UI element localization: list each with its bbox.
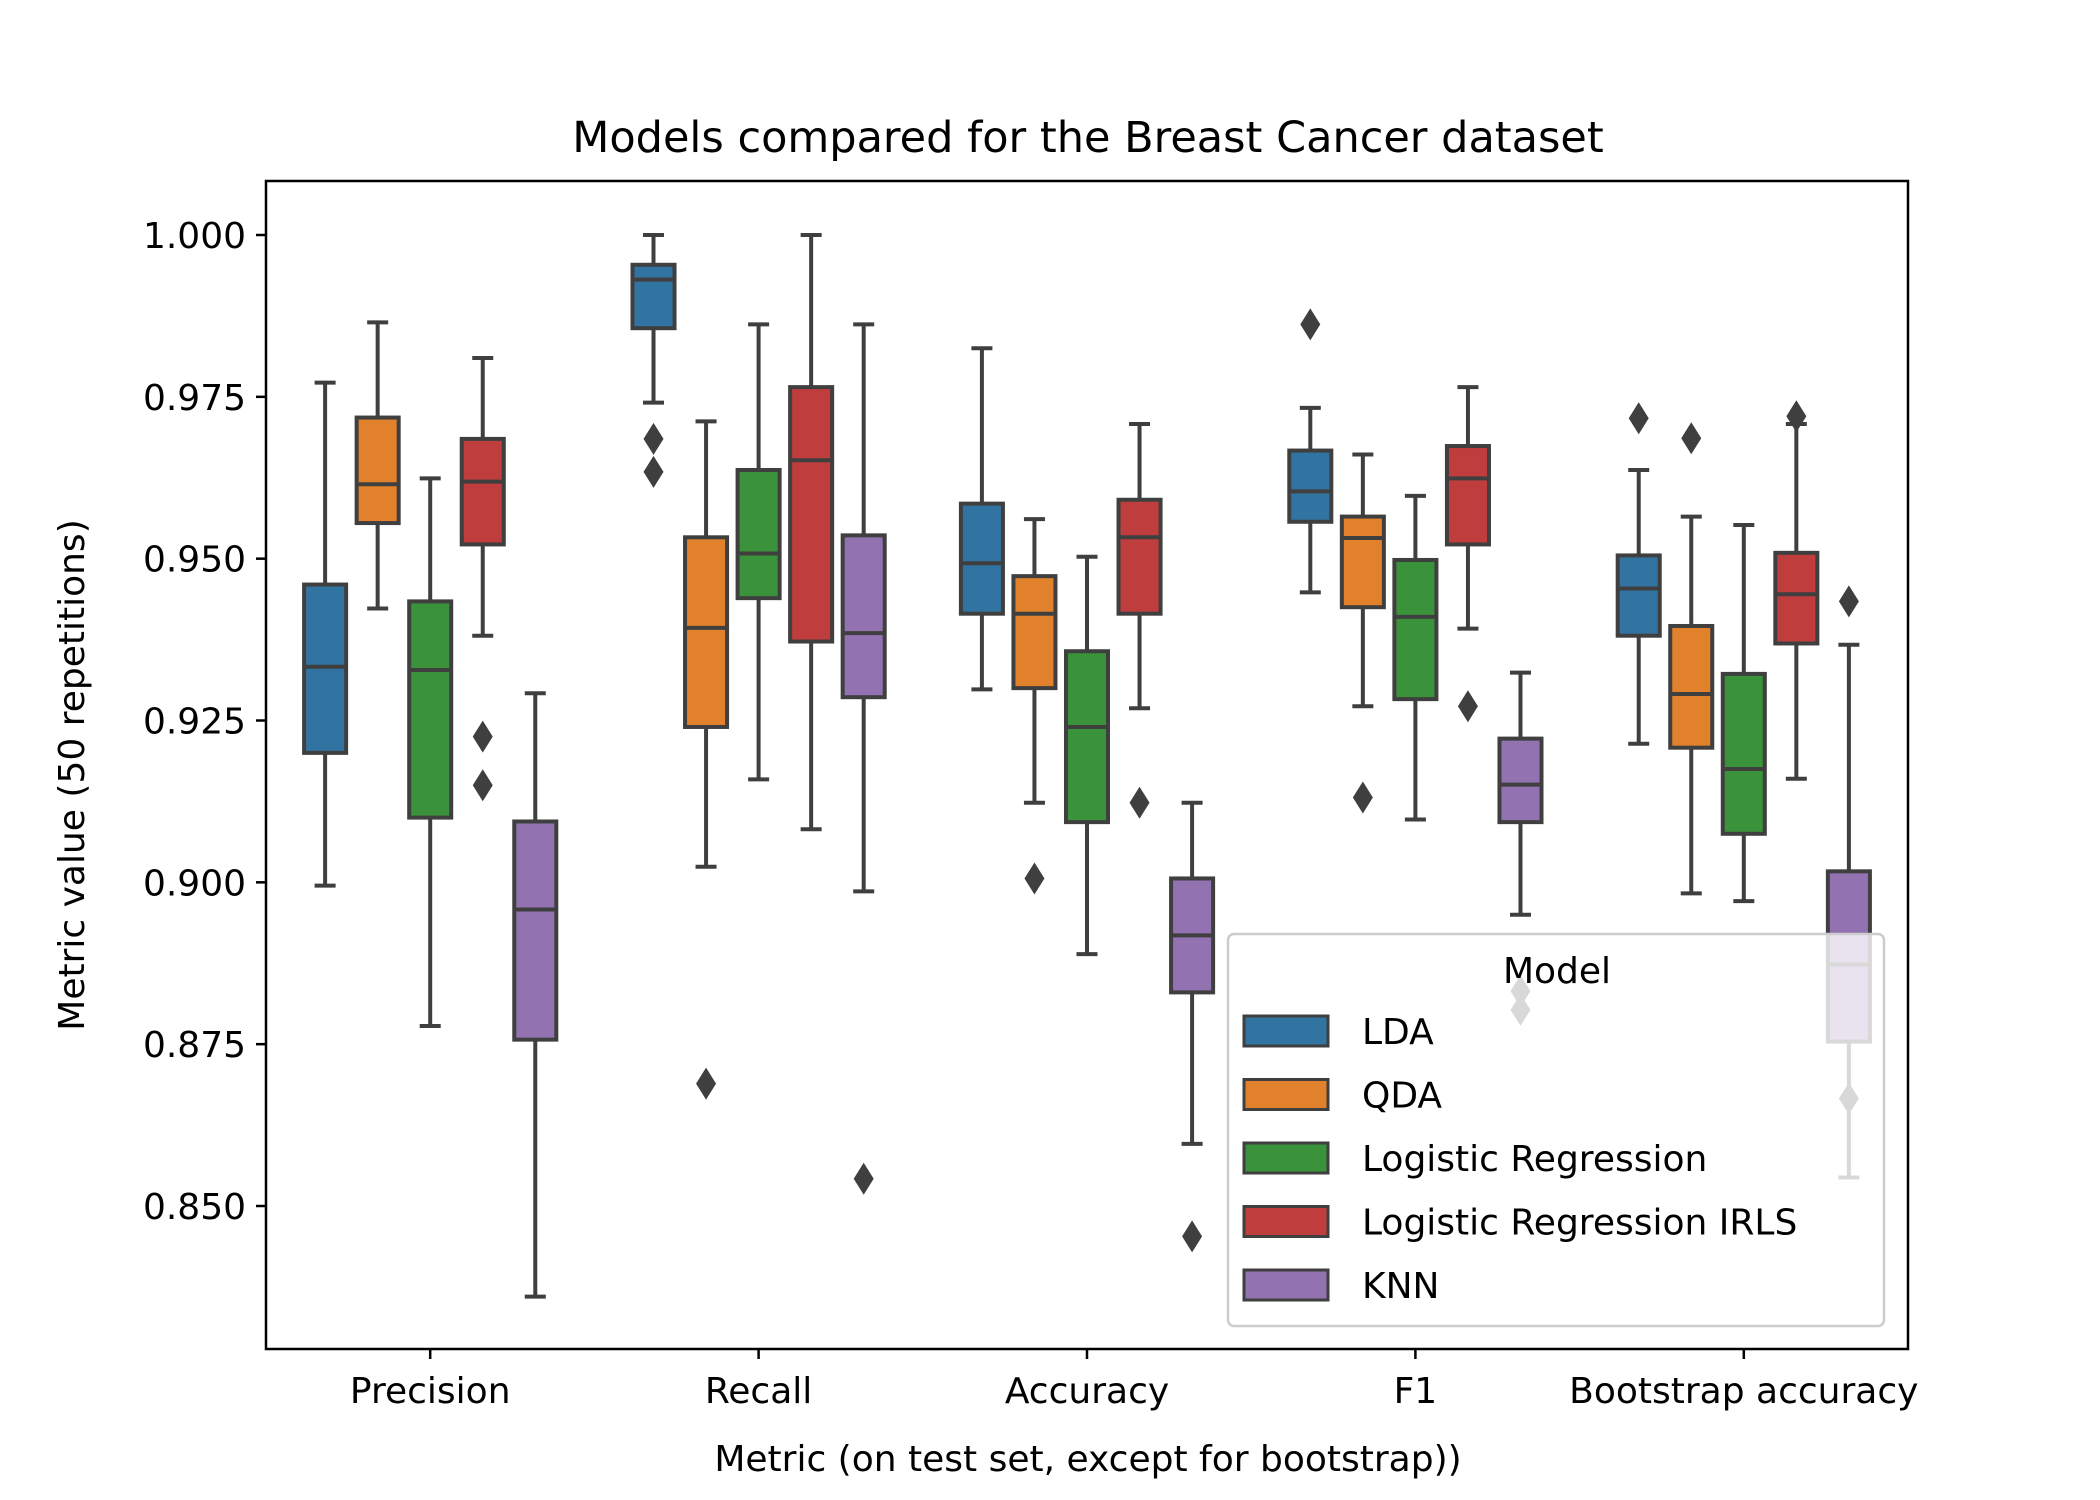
box-iqr (1773, 550, 1820, 646)
box-iqr (683, 535, 730, 729)
box-logistic-regression-f1 (1392, 493, 1439, 822)
legend-item-logistic-regression: Logistic Regression (1242, 1139, 1707, 1180)
box-logistic-regression-accuracy (1063, 554, 1111, 957)
outlier-point (853, 1162, 874, 1195)
x-axis-label: Metric (on test set, except for bootstra… (714, 1439, 1461, 1480)
box-iqr (1497, 736, 1544, 825)
box-qda-f1 (1339, 452, 1386, 814)
outlier-point (696, 1067, 717, 1100)
axes-frame (264, 179, 1910, 1351)
legend-item-qda: QDA (1242, 1076, 1442, 1117)
y-tick-label: 0.850 (143, 1187, 246, 1228)
box-iqr (1444, 444, 1491, 547)
axis-ticks: 0.850 0.875 0.900 0.925 0.950 0.975 1.000 Preci… (143, 216, 1919, 1412)
box-iqr (1392, 557, 1439, 702)
y-tick-label: 1.000 (143, 216, 246, 257)
outlier-point (472, 769, 493, 802)
legend-label: KNN (1362, 1266, 1439, 1307)
box-logistic-regression-irls-accuracy (1116, 422, 1163, 819)
box-logistic-regression-recall (735, 322, 782, 782)
outlier-point (1628, 402, 1649, 435)
box-iqr (788, 385, 835, 644)
box-logistic-regression-irls-bootstrap-accuracy (1773, 400, 1820, 781)
x-tick-label: Precision (350, 1371, 511, 1412)
box-logistic-regression-precision (407, 476, 454, 1029)
box-logistic-regression-bootstrap-accuracy (1720, 523, 1767, 904)
outlier-point (1681, 422, 1702, 455)
box-qda-precision (354, 320, 401, 611)
legend-item-knn: KNN (1242, 1266, 1439, 1307)
box-iqr (1668, 623, 1715, 750)
box-iqr (354, 415, 401, 526)
box-knn-precision (512, 691, 559, 1299)
x-tick-label: F1 (1394, 1371, 1438, 1412)
box-logistic-regression-irls-recall (788, 233, 835, 832)
box-lda-bootstrap-accuracy (1615, 402, 1662, 746)
y-tick-label: 0.950 (143, 540, 246, 581)
box-iqr (459, 436, 506, 547)
box-qda-bootstrap-accuracy (1668, 422, 1715, 896)
y-tick-label: 0.975 (143, 378, 246, 419)
legend-item-lda: LDA (1242, 1012, 1434, 1053)
legend-label: LDA (1362, 1012, 1434, 1053)
box-iqr (1615, 553, 1662, 638)
box-logistic-regression-irls-f1 (1444, 385, 1491, 723)
legend-label: Logistic Regression (1362, 1139, 1707, 1180)
outlier-point (472, 720, 493, 753)
box-iqr (407, 599, 454, 820)
y-tick-label: 0.925 (143, 702, 246, 743)
box-lda-recall (630, 233, 677, 488)
box-qda-accuracy (1011, 517, 1058, 895)
legend-swatch (1242, 1268, 1330, 1302)
box-lda-precision (302, 380, 349, 888)
legend-item-logistic-regression-irls: Logistic Regression IRLS (1242, 1203, 1797, 1244)
outlier-point (1300, 308, 1321, 341)
box-lda-f1 (1287, 308, 1334, 595)
box-qda-recall (683, 419, 730, 1100)
legend-label: Logistic Regression IRLS (1362, 1203, 1797, 1244)
legend-swatch (1242, 1078, 1330, 1111)
x-tick-label: Bootstrap accuracy (1569, 1371, 1918, 1412)
outlier-point (643, 422, 664, 455)
outlier-point (1457, 690, 1478, 723)
legend-swatch (1242, 1141, 1330, 1175)
box-iqr (512, 819, 559, 1042)
box-iqr (1116, 497, 1163, 616)
box-knn-accuracy (1169, 800, 1216, 1253)
legend-label: QDA (1362, 1076, 1442, 1117)
outlier-point (1024, 862, 1045, 895)
x-tick-label: Accuracy (1005, 1371, 1169, 1412)
box-iqr (1339, 514, 1386, 610)
box-iqr (630, 262, 677, 331)
outlier-point (1786, 400, 1807, 433)
y-axis-label: Metric value (50 repetitions) (52, 519, 93, 1030)
legend-frame (1226, 932, 1886, 1328)
x-tick-label: Recall (705, 1371, 812, 1412)
box-iqr (1287, 448, 1334, 524)
outlier-point (1129, 786, 1150, 819)
box-iqr (958, 501, 1005, 616)
outlier-point (1352, 781, 1373, 814)
legend: Model LDA QDA Logistic Regression Logistic R… (1226, 932, 1886, 1328)
box-knn-recall (840, 322, 887, 1195)
outlier-point (1838, 585, 1859, 618)
box-iqr (840, 533, 887, 700)
box-lda-accuracy (958, 346, 1005, 692)
legend-title: Model (1503, 951, 1611, 992)
box-iqr (1720, 671, 1767, 836)
y-tick-label: 0.875 (143, 1025, 246, 1066)
chart-title: Models compared for the Breast Cancer da… (572, 113, 1603, 163)
outlier-point (1182, 1220, 1203, 1253)
outlier-point (643, 455, 664, 488)
box-iqr (735, 467, 782, 601)
box-iqr (1063, 649, 1111, 825)
legend-swatch (1242, 1205, 1330, 1238)
box-iqr (1011, 574, 1058, 691)
box-logistic-regression-irls-precision (459, 355, 506, 802)
y-tick-label: 0.900 (143, 863, 246, 904)
legend-swatch (1242, 1014, 1330, 1048)
